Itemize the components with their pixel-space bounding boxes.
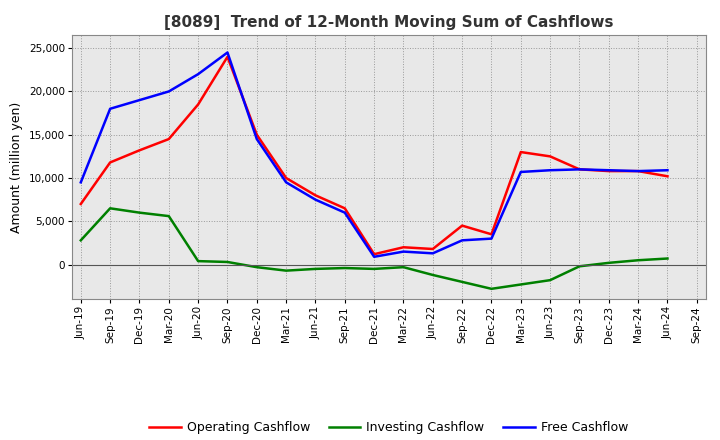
Operating Cashflow <box>164 136 173 142</box>
Investing Cashflow <box>487 286 496 291</box>
Operating Cashflow <box>516 150 525 155</box>
Title: [8089]  Trend of 12-Month Moving Sum of Cashflows: [8089] Trend of 12-Month Moving Sum of C… <box>164 15 613 30</box>
Free Cashflow <box>223 50 232 55</box>
Operating Cashflow <box>253 132 261 137</box>
Operating Cashflow <box>487 231 496 237</box>
Operating Cashflow <box>399 245 408 250</box>
Free Cashflow <box>487 236 496 241</box>
Operating Cashflow <box>575 167 584 172</box>
Free Cashflow <box>135 98 144 103</box>
Y-axis label: Amount (million yen): Amount (million yen) <box>10 102 23 233</box>
Free Cashflow <box>458 238 467 243</box>
Operating Cashflow <box>428 246 437 252</box>
Operating Cashflow <box>194 102 202 107</box>
Operating Cashflow <box>135 148 144 153</box>
Operating Cashflow <box>106 160 114 165</box>
Investing Cashflow <box>605 260 613 265</box>
Investing Cashflow <box>253 264 261 270</box>
Investing Cashflow <box>516 282 525 287</box>
Free Cashflow <box>370 254 379 260</box>
Investing Cashflow <box>76 238 85 243</box>
Investing Cashflow <box>311 266 320 271</box>
Free Cashflow <box>399 249 408 254</box>
Investing Cashflow <box>135 210 144 215</box>
Free Cashflow <box>516 169 525 175</box>
Line: Free Cashflow: Free Cashflow <box>81 52 667 257</box>
Free Cashflow <box>546 168 554 173</box>
Operating Cashflow <box>311 193 320 198</box>
Operating Cashflow <box>223 54 232 59</box>
Investing Cashflow <box>194 258 202 264</box>
Investing Cashflow <box>399 264 408 270</box>
Operating Cashflow <box>458 223 467 228</box>
Free Cashflow <box>341 210 349 215</box>
Investing Cashflow <box>282 268 290 273</box>
Free Cashflow <box>282 180 290 185</box>
Free Cashflow <box>194 72 202 77</box>
Investing Cashflow <box>575 264 584 269</box>
Investing Cashflow <box>428 272 437 278</box>
Free Cashflow <box>76 180 85 185</box>
Operating Cashflow <box>341 205 349 211</box>
Operating Cashflow <box>663 174 672 179</box>
Free Cashflow <box>605 168 613 173</box>
Free Cashflow <box>663 168 672 173</box>
Investing Cashflow <box>546 278 554 283</box>
Investing Cashflow <box>223 259 232 264</box>
Investing Cashflow <box>341 265 349 271</box>
Operating Cashflow <box>76 202 85 207</box>
Line: Operating Cashflow: Operating Cashflow <box>81 57 667 254</box>
Operating Cashflow <box>282 176 290 181</box>
Investing Cashflow <box>458 279 467 285</box>
Investing Cashflow <box>106 205 114 211</box>
Free Cashflow <box>575 167 584 172</box>
Operating Cashflow <box>605 169 613 174</box>
Operating Cashflow <box>634 169 642 174</box>
Free Cashflow <box>253 136 261 142</box>
Investing Cashflow <box>634 257 642 263</box>
Line: Investing Cashflow: Investing Cashflow <box>81 208 667 289</box>
Operating Cashflow <box>370 252 379 257</box>
Free Cashflow <box>164 89 173 94</box>
Free Cashflow <box>311 197 320 202</box>
Investing Cashflow <box>370 266 379 271</box>
Free Cashflow <box>634 169 642 174</box>
Investing Cashflow <box>663 256 672 261</box>
Legend: Operating Cashflow, Investing Cashflow, Free Cashflow: Operating Cashflow, Investing Cashflow, … <box>145 416 633 439</box>
Operating Cashflow <box>546 154 554 159</box>
Investing Cashflow <box>164 213 173 219</box>
Free Cashflow <box>428 251 437 256</box>
Free Cashflow <box>106 106 114 111</box>
